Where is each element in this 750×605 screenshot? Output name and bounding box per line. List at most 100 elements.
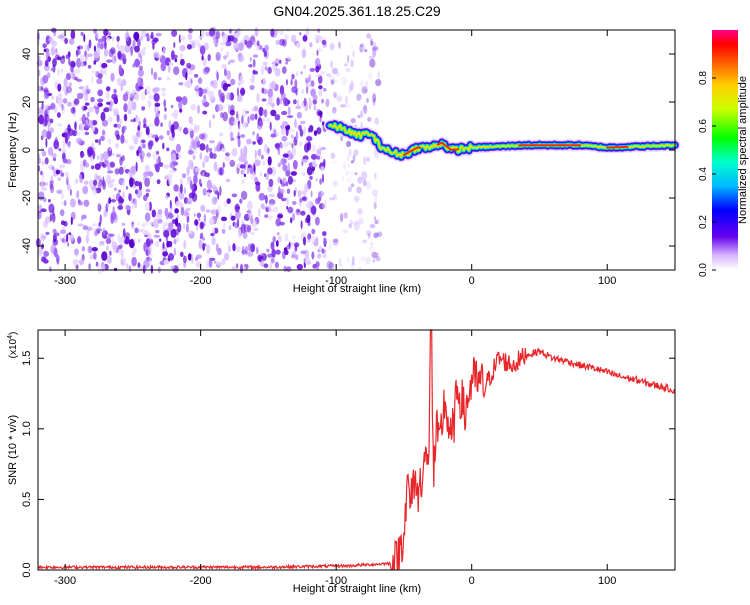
- noise-blob: [61, 193, 64, 200]
- noise-blob: [286, 206, 288, 210]
- noise-blob: [195, 39, 200, 45]
- noise-blob: [61, 104, 65, 114]
- noise-blob: [98, 139, 101, 146]
- x-tick-label: 0: [469, 275, 475, 287]
- noise-blob: [43, 75, 49, 84]
- noise-blob: [219, 168, 222, 176]
- noise-blob: [156, 33, 162, 37]
- noise-blob: [88, 107, 94, 113]
- noise-blob: [120, 257, 126, 266]
- noise-blob: [253, 131, 255, 135]
- noise-blob: [370, 242, 372, 245]
- noise-blob: [130, 46, 133, 56]
- noise-blob: [329, 239, 332, 248]
- noise-blob: [315, 66, 319, 73]
- noise-blob: [83, 34, 85, 42]
- noise-blob: [145, 189, 150, 193]
- noise-blob: [97, 47, 101, 53]
- noise-blob: [74, 98, 80, 105]
- noise-blob: [76, 138, 82, 144]
- noise-blob: [128, 100, 132, 110]
- noise-blob: [57, 84, 61, 92]
- noise-blob: [54, 52, 59, 55]
- snr-y-ticks: 0.00.51.01.5: [21, 351, 675, 578]
- noise-blob: [328, 262, 334, 269]
- noise-blob: [278, 163, 281, 168]
- noise-blob: [291, 79, 293, 86]
- noise-blob: [45, 138, 47, 148]
- noise-blob: [283, 153, 289, 157]
- noise-blob: [276, 143, 280, 151]
- noise-blob: [202, 111, 207, 115]
- noise-blob: [321, 147, 326, 150]
- noise-blob: [319, 89, 322, 97]
- noise-blob: [300, 250, 306, 254]
- noise-blob: [372, 95, 375, 101]
- y-tick-label: 0.0: [21, 562, 33, 577]
- noise-blob: [183, 240, 186, 249]
- noise-blob: [273, 207, 279, 212]
- noise-blob: [204, 155, 209, 162]
- noise-blob: [102, 120, 108, 127]
- noise-blob: [163, 99, 166, 107]
- noise-blob: [63, 159, 68, 164]
- noise-blob: [108, 117, 112, 123]
- x-tick-label: 100: [598, 275, 616, 287]
- noise-blob: [271, 81, 276, 89]
- noise-blob: [302, 172, 305, 176]
- noise-blob: [307, 234, 310, 243]
- noise-blob: [176, 96, 182, 102]
- noise-blob: [216, 144, 219, 150]
- noise-blob: [137, 222, 139, 226]
- noise-blob: [285, 61, 288, 64]
- noise-blob: [133, 90, 135, 97]
- noise-blob: [188, 230, 193, 234]
- noise-blob: [54, 248, 58, 258]
- noise-blob: [307, 166, 313, 175]
- noise-blob: [71, 62, 76, 68]
- noise-blob: [42, 43, 47, 48]
- noise-blob: [126, 263, 128, 269]
- noise-blob: [230, 79, 235, 86]
- y-tick-label: 0: [21, 147, 33, 153]
- noise-blob: [134, 199, 137, 208]
- noise-blob: [269, 263, 271, 269]
- noise-blob: [42, 102, 44, 110]
- noise-blob: [156, 107, 159, 114]
- noise-blob: [334, 180, 338, 186]
- noise-blob: [247, 116, 249, 124]
- noise-blob: [154, 235, 160, 238]
- noise-blob: [345, 68, 350, 72]
- noise-blob: [57, 112, 61, 118]
- noise-blob: [287, 115, 293, 118]
- noise-blob: [180, 184, 183, 194]
- noise-blob: [247, 201, 253, 211]
- noise-blob: [301, 71, 303, 74]
- y-tick-label: 1.0: [21, 421, 33, 436]
- noise-blob: [217, 71, 219, 80]
- noise-blob: [254, 42, 257, 46]
- noise-blob: [163, 260, 169, 265]
- noise-blob: [52, 213, 56, 223]
- noise-blob: [148, 172, 153, 177]
- noise-blob: [106, 102, 111, 105]
- noise-blob: [156, 151, 159, 155]
- noise-blob: [88, 65, 92, 69]
- noise-blob: [86, 235, 90, 243]
- noise-blob: [138, 239, 140, 243]
- noise-blob: [193, 155, 196, 160]
- noise-blob: [282, 39, 286, 47]
- noise-blob: [136, 38, 138, 42]
- noise-blob: [295, 254, 298, 260]
- noise-blob: [269, 179, 274, 187]
- noise-blob: [69, 82, 72, 86]
- noise-blob: [151, 39, 156, 44]
- y-tick-label: -20: [21, 190, 33, 206]
- noise-blob: [221, 148, 225, 152]
- noise-blob: [189, 77, 193, 81]
- noise-blob: [209, 140, 215, 143]
- noise-blob: [267, 167, 273, 174]
- noise-blob: [242, 246, 244, 256]
- noise-blob: [365, 80, 368, 88]
